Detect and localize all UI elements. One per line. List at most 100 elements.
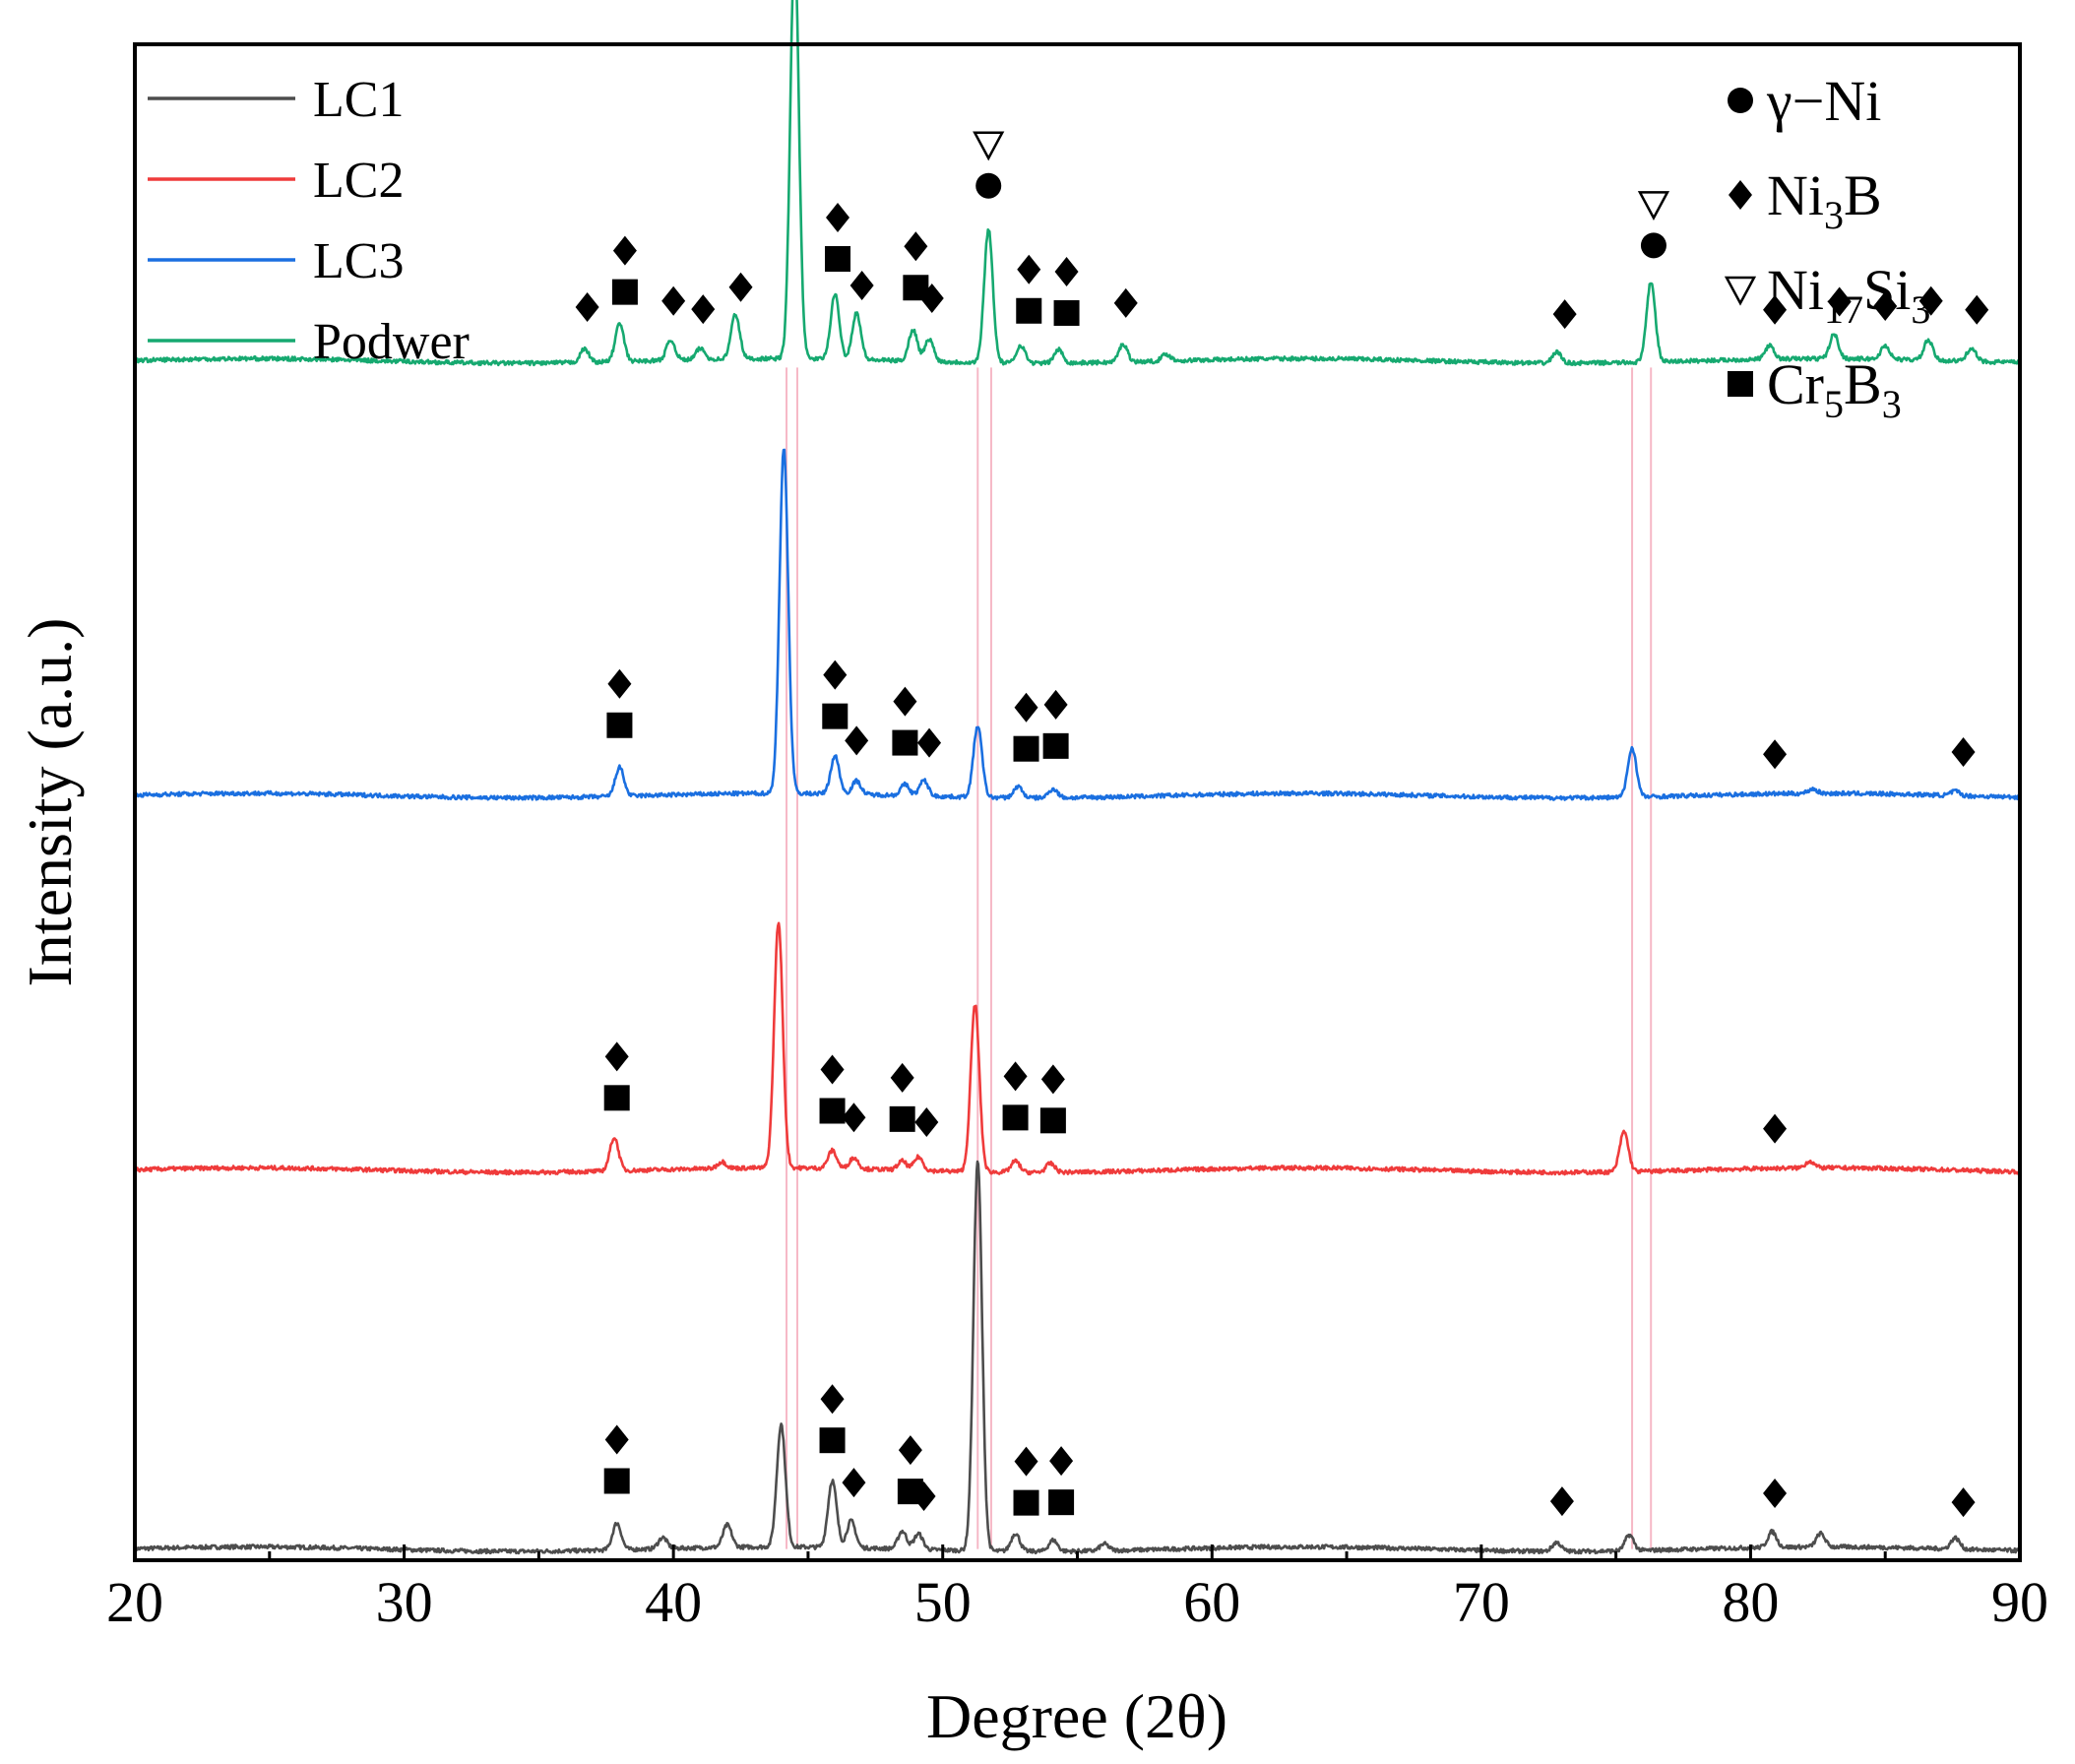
marker-ni3b [1965,294,1989,325]
marker-ni3b [607,668,632,699]
marker-ni3b [1049,1446,1074,1477]
marker-ni3b [820,1054,845,1085]
series-line-podwer [134,0,2021,367]
marker-ni3b [820,1384,845,1415]
phase-legend-label: Ni17Si3 [1767,258,1930,332]
marker-ni3b [914,1107,939,1138]
marker-ni3b [1873,291,1898,321]
marker-ni3b [1017,254,1041,284]
peak-markers [575,131,1989,1518]
marker-ni3b [1014,1446,1038,1477]
marker-ni3b [1951,737,1976,768]
marker-cr5b3 [611,279,638,305]
marker-cr5b3 [1039,1107,1066,1134]
legend-label-lc3: LC3 [313,233,404,289]
legend-label-podwer: Podwer [313,314,470,370]
marker-ni3b [912,1481,936,1512]
marker-cr5b3 [1016,297,1042,324]
marker-ni3b [1827,286,1852,317]
marker-ni3b [691,294,716,325]
series-line-lc1 [133,1160,2021,1555]
marker-ni3b [1918,285,1943,316]
x-tick-label: 60 [1183,1570,1240,1634]
y-axis-title: Intensity (a.u.) [15,618,85,987]
marker-ni3b [1043,689,1068,720]
phase-legend-label: γ−Ni [1766,69,1881,133]
marker-cr5b3 [603,1085,630,1111]
marker-cr5b3 [819,1427,846,1454]
marker-ni3b [612,235,637,266]
x-tick-label: 40 [645,1570,702,1634]
marker-ni3b [849,271,874,301]
marker-ni3b [1552,299,1577,330]
phase-legend-label: Cr5B3 [1767,352,1902,426]
marker-gamma-ni [1640,232,1666,259]
marker-ni3b [1951,1487,1976,1518]
marker-ni3b [604,1041,629,1072]
marker-cr5b3 [825,246,851,273]
marker-cr5b3 [1048,1489,1075,1516]
marker-ni3b [1113,287,1138,318]
x-tick-label: 80 [1722,1570,1779,1634]
marker-gamma-ni [975,172,1002,199]
marker-cr5b3 [606,712,633,738]
marker-ni3b [1763,1113,1788,1144]
series-legend: LC1 LC2 LC3 Podwer [148,72,470,370]
marker-ni3b [1040,1064,1065,1095]
marker-cr5b3 [892,729,918,756]
x-tick-label: 90 [1991,1570,2048,1634]
marker-ni3b [661,285,686,316]
marker-ni17si3 [1724,276,1757,306]
marker-ni3b [823,660,848,690]
marker-cr5b3 [1042,732,1069,759]
marker-cr5b3 [1013,1489,1039,1516]
marker-ni3b [917,727,942,758]
marker-ni3b [919,284,944,314]
marker-ni3b [1729,180,1752,210]
marker-ni3b [842,1468,866,1498]
x-tick-label: 70 [1453,1570,1510,1634]
marker-ni3b [845,725,869,756]
marker-ni3b [890,1062,914,1093]
marker-cr5b3 [819,1098,846,1124]
x-tick-label: 50 [914,1570,972,1634]
marker-ni3b [1763,294,1788,325]
series-traces [133,0,2021,1555]
x-tick-label: 20 [106,1570,163,1634]
series-line-lc2 [134,921,2021,1176]
legend-label-lc1: LC1 [313,72,404,128]
marker-cr5b3 [822,703,849,729]
marker-cr5b3 [603,1468,630,1494]
x-tick-label: 30 [376,1570,433,1634]
phase-legend-label: Ni3B [1767,163,1882,237]
marker-ni3b [1003,1061,1028,1092]
marker-ni3b [604,1424,629,1455]
marker-gamma-ni [1728,88,1753,113]
marker-ni3b [1549,1486,1574,1517]
guide-lines [786,367,1653,1549]
marker-cr5b3 [889,1105,915,1132]
marker-ni3b [904,231,928,262]
marker-ni17si3 [1637,191,1670,220]
series-line-lc3 [133,448,2021,801]
x-axis-ticks: 20 30 40 50 60 70 80 90 [106,1544,2048,1634]
marker-ni3b [826,203,850,233]
marker-cr5b3 [1002,1104,1029,1131]
marker-ni3b [575,292,599,323]
marker-ni3b [893,686,917,717]
marker-ni3b [1014,692,1038,723]
marker-ni3b [1054,256,1079,286]
marker-cr5b3 [1013,735,1039,762]
marker-ni3b [842,1102,866,1133]
marker-ni3b [1763,739,1788,770]
marker-ni17si3 [973,131,1005,161]
x-axis-title: Degree (2θ) [926,1681,1227,1751]
marker-ni3b [898,1435,922,1466]
marker-cr5b3 [1728,371,1753,397]
marker-ni3b [728,272,753,302]
marker-cr5b3 [1053,299,1080,326]
marker-ni3b [1763,1479,1788,1509]
phase-legend: γ−Ni Ni3B Ni17Si3 Cr5B3 [1724,69,1930,426]
legend-label-lc2: LC2 [313,153,404,209]
